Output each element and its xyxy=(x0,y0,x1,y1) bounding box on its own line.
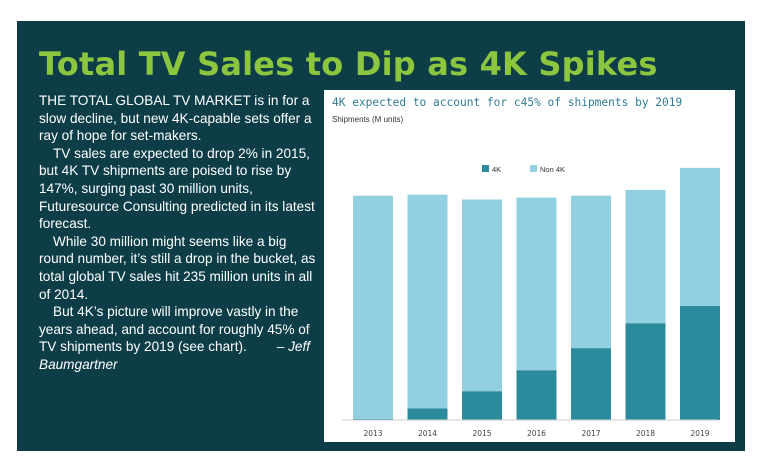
article-body: THE TOTAL GLOBAL TV MARKET is in for a s… xyxy=(39,92,321,374)
bar-non4k-2015 xyxy=(462,199,502,392)
bar-4k-2015 xyxy=(462,391,502,420)
bar-non4k-2016 xyxy=(516,197,557,371)
bar-group xyxy=(353,167,720,420)
bar-non4k-2017 xyxy=(571,195,611,349)
legend-label: Non 4K xyxy=(540,165,565,174)
article-paragraph-text: But 4K’s picture will improve vastly in … xyxy=(39,304,310,355)
x-tick-label: 2017 xyxy=(581,429,600,438)
x-tick-label: 2013 xyxy=(363,429,382,438)
stacked-bar-chart: 4K expected to account for c45% of shipm… xyxy=(332,96,720,438)
x-tick-label: 2018 xyxy=(636,429,655,438)
bar-non4k-2014 xyxy=(407,194,448,409)
bar-4k-2016 xyxy=(516,370,557,420)
article-paragraph: THE TOTAL GLOBAL TV MARKET is in for a s… xyxy=(39,93,312,144)
bar-4k-2017 xyxy=(571,348,611,420)
chart-title: 4K expected to account for c45% of shipm… xyxy=(332,96,682,109)
byline: – Jeff Baumgartner xyxy=(39,339,311,372)
bar-non4k-2018 xyxy=(625,189,666,324)
chart-legend: 4K Non 4K xyxy=(482,165,565,174)
x-tick-label: 2016 xyxy=(527,429,546,438)
x-tick-label: 2014 xyxy=(418,429,437,438)
x-tick-label: 2019 xyxy=(690,429,709,438)
legend-swatch xyxy=(530,165,537,172)
chart-ylabel: Shipments (M units) xyxy=(332,115,403,124)
bar-4k-2019 xyxy=(680,305,720,420)
legend-label: 4K xyxy=(492,165,501,174)
chart-container: 4K expected to account for c45% of shipm… xyxy=(324,90,735,442)
bar-4k-2018 xyxy=(625,323,666,420)
article-paragraph: TV sales are expected to drop 2% in 2015… xyxy=(39,145,315,232)
legend-swatch xyxy=(482,165,489,172)
headline: Total TV Sales to Dip as 4K Spikes xyxy=(39,45,658,83)
article-paragraph: But 4K’s picture will improve vastly in … xyxy=(39,303,321,373)
bar-non4k-2019 xyxy=(680,167,720,306)
bar-non4k-2013 xyxy=(353,195,393,420)
x-tick-labels: 2013 2014 2015 2016 2017 2018 2019 xyxy=(363,429,709,438)
bar-4k-2014 xyxy=(407,408,448,420)
x-tick-label: 2015 xyxy=(472,429,491,438)
article-panel: Total TV Sales to Dip as 4K Spikes THE T… xyxy=(17,21,745,451)
article-paragraph: While 30 million might seems like a big … xyxy=(39,233,316,302)
